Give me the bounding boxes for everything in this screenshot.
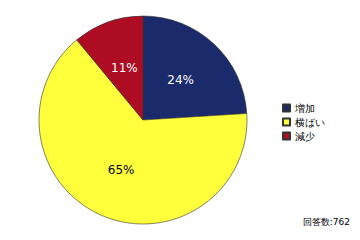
svg-text:回答数:762: 回答数:762 [303, 217, 350, 227]
svg-text:横ばい: 横ばい [295, 117, 325, 128]
svg-text:11%: 11% [111, 61, 138, 75]
svg-text:減少: 減少 [295, 131, 315, 142]
svg-text:65%: 65% [108, 163, 135, 177]
svg-text:24%: 24% [167, 73, 194, 87]
svg-text:増加: 増加 [294, 103, 315, 114]
